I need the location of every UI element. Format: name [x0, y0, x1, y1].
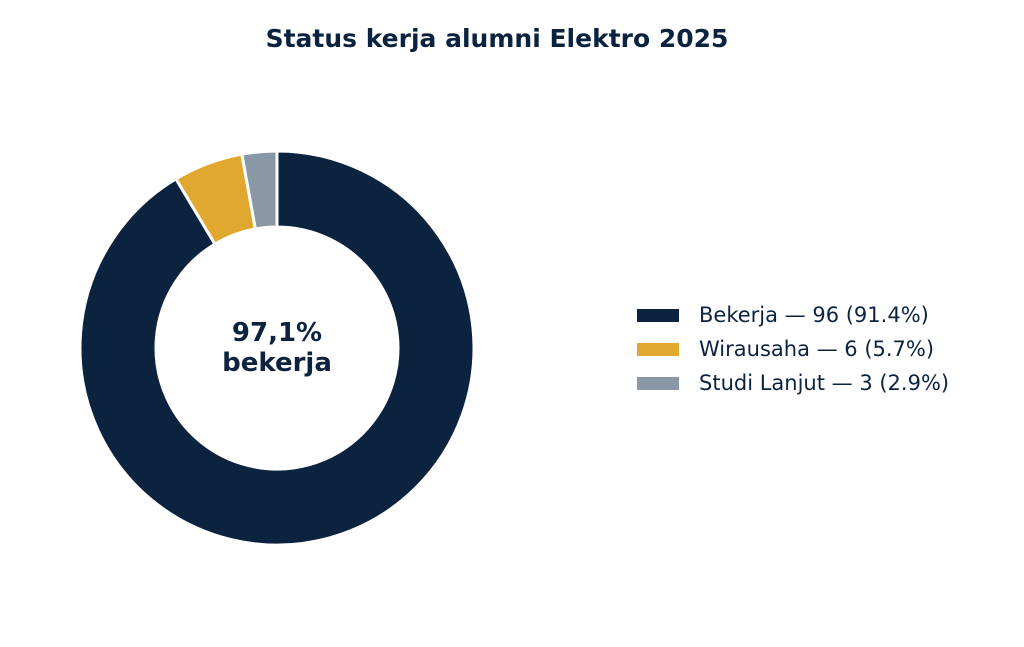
legend-label-bekerja: Bekerja — 96 (91.4%) — [699, 303, 929, 327]
legend-swatch-studi-lanjut — [637, 376, 679, 390]
chart-title: Status kerja alumni Elektro 2025 — [265, 24, 729, 53]
donut-slice-bekerja — [78, 149, 476, 547]
legend-label-studi-lanjut: Studi Lanjut — 3 (2.9%) — [699, 371, 950, 395]
donut-slice-studi-lanjut — [240, 149, 279, 231]
legend: Bekerja — 96 (91.4%) Wirausaha — 6 (5.7%… — [637, 298, 949, 400]
legend-item-bekerja: Bekerja — 96 (91.4%) — [637, 298, 949, 332]
center-percent-label: 97,1% — [232, 318, 322, 348]
donut-chart: 97,1% bekerja — [78, 149, 476, 547]
legend-swatch-bekerja — [637, 308, 679, 322]
legend-label-wirausaha: Wirausaha — 6 (5.7%) — [699, 337, 935, 361]
legend-item-wirausaha: Wirausaha — 6 (5.7%) — [637, 332, 949, 366]
center-caption-label: bekerja — [222, 348, 332, 378]
legend-swatch-wirausaha — [637, 342, 679, 356]
donut-slices — [78, 149, 476, 547]
legend-item-studi-lanjut: Studi Lanjut — 3 (2.9%) — [637, 366, 949, 400]
